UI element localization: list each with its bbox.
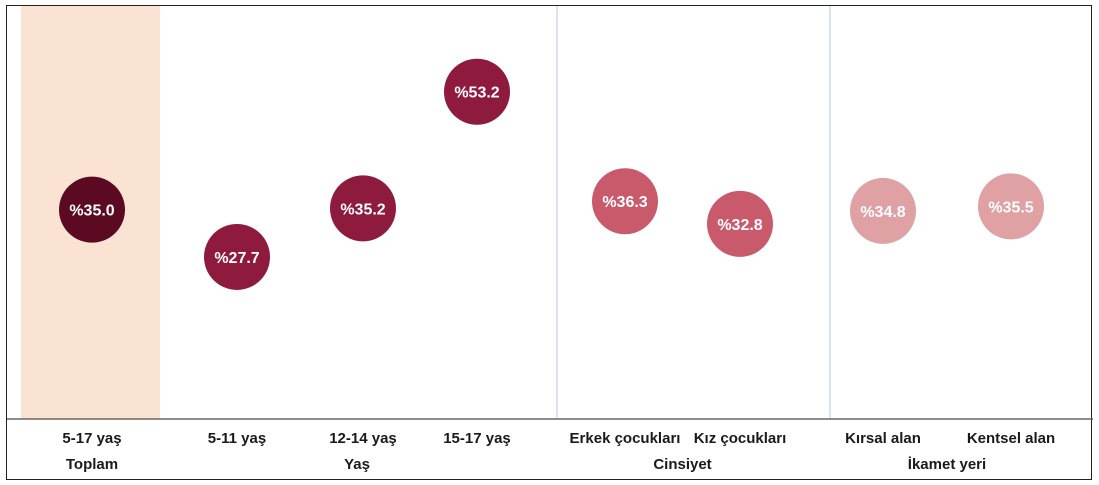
bubble-value-5-11-yas: %27.7 [214, 250, 259, 267]
bubble-erkek-cocuklari [592, 168, 658, 235]
category-label-5-17-yas: 5-17 yaş [62, 430, 121, 447]
category-label-kentsel-alan: Kentsel alan [967, 430, 1055, 447]
category-label-12-14-yas: 12-14 yaş [329, 430, 397, 447]
bubble-value-12-14-yas: %35.2 [340, 201, 385, 218]
bubble-12-14-yas [330, 175, 396, 242]
bubble-kirsal-alan [850, 177, 916, 244]
group-label-ikamet-yeri: İkamet yeri [908, 456, 986, 473]
group-label-toplam: Toplam [66, 456, 118, 473]
bubble-value-kentsel-alan: %35.5 [988, 199, 1033, 216]
bubble-kiz-cocuklari [707, 190, 773, 257]
category-label-kiz-cocuklari: Kız çocukları [694, 430, 787, 447]
category-label-15-17-yas: 15-17 yaş [443, 430, 511, 447]
bubble-value-kiz-cocuklari: %32.8 [717, 217, 762, 234]
bubble-value-15-17-yas: %53.2 [454, 85, 499, 102]
bubble-value-5-17-yas: %35.0 [69, 203, 114, 220]
group-label-cinsiyet: Cinsiyet [653, 456, 711, 473]
bubble-5-11-yas [204, 223, 270, 290]
category-label-kirsal-alan: Kırsal alan [845, 430, 921, 447]
bubble-15-17-yas [444, 58, 510, 125]
chart-frame: %35.0 5-17 yaş %27.7 5-11 yaş %35.2 12-14 yaş… [6, 5, 1093, 480]
bubble-value-kirsal-alan: %34.8 [860, 204, 905, 221]
bubble-kentsel-alan [978, 173, 1044, 240]
category-label-5-11-yas: 5-11 yaş [208, 430, 266, 447]
bubble-5-17-yas [59, 176, 125, 243]
group-label-yas: Yaş [344, 456, 370, 473]
bubble-value-erkek-cocuklari: %36.3 [602, 194, 647, 211]
bubble-chart: %35.0 5-17 yaş %27.7 5-11 yaş %35.2 12-14 yaş… [7, 6, 1093, 473]
category-label-erkek-cocuklari: Erkek çocukları [570, 430, 681, 447]
